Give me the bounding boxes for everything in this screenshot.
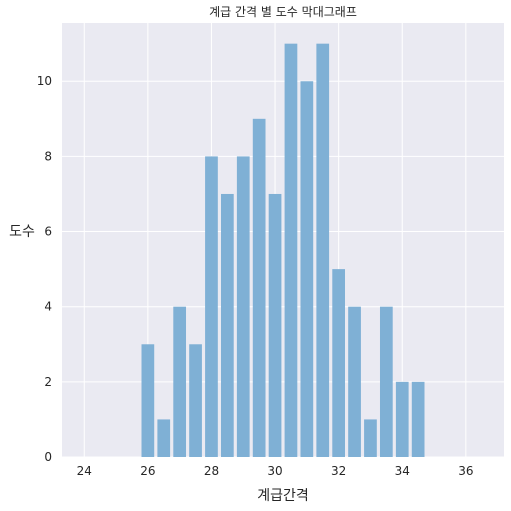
bar <box>157 419 171 457</box>
bar <box>205 156 218 458</box>
bar <box>220 193 234 457</box>
y-tick-label: 6 <box>44 225 52 239</box>
bar <box>300 81 314 457</box>
bars <box>141 43 425 458</box>
x-tick-label: 26 <box>140 464 155 478</box>
bar <box>268 193 282 457</box>
bar <box>141 344 155 457</box>
bar <box>411 381 425 457</box>
x-tick-label: 24 <box>77 464 92 478</box>
bar <box>332 269 346 457</box>
x-tick-labels: 24 26 28 30 32 34 36 <box>77 464 474 478</box>
plot-background <box>62 23 504 457</box>
y-tick-label: 10 <box>37 74 52 88</box>
x-tick-label: 36 <box>458 464 473 478</box>
bar <box>379 306 393 457</box>
grid-lines <box>62 23 504 458</box>
bar <box>236 156 250 458</box>
y-tick-label: 2 <box>44 375 52 389</box>
bar <box>348 306 361 457</box>
bar <box>395 381 409 457</box>
y-tick-label: 8 <box>44 149 52 163</box>
bar <box>364 419 377 457</box>
bar <box>316 43 330 458</box>
y-tick-label: 0 <box>44 450 52 464</box>
bar <box>173 306 187 457</box>
chart-title: 계급 간격 별 도수 막대그래프 <box>209 5 357 19</box>
bar <box>252 118 266 458</box>
x-tick-label: 28 <box>204 464 219 478</box>
x-tick-label: 30 <box>267 464 282 478</box>
bar <box>189 344 202 457</box>
bar <box>284 43 298 458</box>
x-axis-label: 계급간격 <box>257 488 309 504</box>
x-tick-label: 32 <box>331 464 346 478</box>
y-tick-label: 4 <box>44 300 52 314</box>
x-tick-label: 34 <box>395 464 410 478</box>
y-tick-labels: 0 2 4 6 8 10 <box>37 74 52 464</box>
y-axis-label: 도수 <box>9 224 35 240</box>
